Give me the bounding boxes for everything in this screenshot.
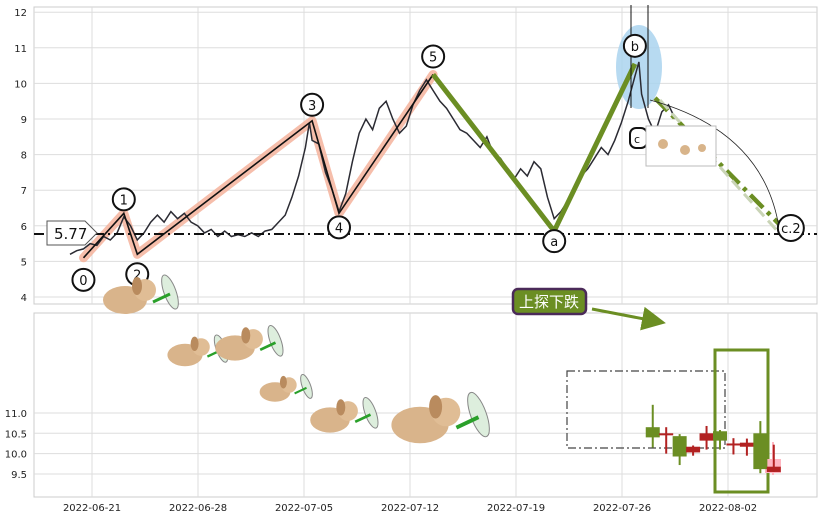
- propeller-stick: [152, 292, 171, 304]
- wave-3-label: 3: [308, 99, 316, 114]
- bottom-y-tick-label: 10.0: [5, 450, 27, 461]
- decorative-puppies: [103, 274, 490, 444]
- wave-1-label: 1: [120, 193, 128, 208]
- consolidation-box: [566, 370, 726, 449]
- top-y-tick-label: 10: [14, 79, 27, 90]
- projection-line: [653, 96, 787, 232]
- propeller-icon: [267, 324, 284, 357]
- candle-body: [766, 466, 781, 472]
- propeller-stick: [259, 341, 277, 352]
- bottom-y-tick-label: 10.5: [5, 429, 27, 440]
- propeller-icon: [362, 396, 379, 429]
- wave-4-label: 4: [335, 221, 343, 236]
- candle-body: [686, 446, 701, 453]
- propeller-stick: [354, 413, 372, 424]
- candle-body: [726, 443, 741, 446]
- wave-0-label: 0: [79, 274, 87, 289]
- wave-0-marker: [71, 267, 96, 292]
- wave-4-marker: [327, 215, 351, 240]
- wave-5-label: 5: [429, 51, 437, 66]
- candle-body: [672, 436, 687, 457]
- top-y-tick-label: 11: [14, 44, 27, 55]
- bottom-y-tick-label: 11.0: [5, 409, 27, 420]
- puppy-ear: [429, 395, 443, 419]
- inset-picture-box: [645, 125, 717, 167]
- candlesticks: [645, 404, 781, 474]
- puppy-ear: [132, 277, 142, 295]
- x-ticks: 2022-06-21 2022-06-28 2022-07-05 2022-07-12…: [63, 503, 757, 514]
- bottom-y-ticks: 9.5 10.0 10.5 11.0: [5, 409, 27, 481]
- propeller-icon: [161, 274, 179, 310]
- wave-3-marker: [300, 92, 325, 117]
- wave-1-marker: [111, 187, 136, 212]
- svg-text:c: c: [634, 133, 640, 146]
- propeller-stick: [455, 415, 480, 430]
- top-y-tick-label: 9: [21, 115, 27, 126]
- wave-b-marker: [622, 33, 647, 58]
- top-y-tick-label: 4: [21, 293, 27, 304]
- bottom-y-tick-label: 9.5: [11, 470, 27, 481]
- puppy-ear: [279, 375, 287, 389]
- impulse-wave-line: [82, 74, 434, 259]
- candle-body: [713, 431, 727, 441]
- top-y-tick-label: 8: [21, 151, 27, 162]
- x-tick-label: 2022-07-26: [593, 503, 651, 514]
- wave-c.2-marker: [776, 213, 805, 242]
- wave-5-marker: [421, 44, 446, 69]
- candle-body: [753, 433, 768, 470]
- wave-a-label: a: [550, 235, 558, 250]
- top-y-tick-label: 5: [21, 257, 27, 268]
- projection-line-faint: [658, 98, 782, 236]
- top-y-tick-label: 7: [21, 186, 27, 197]
- bottom-panel: [33, 312, 818, 498]
- puppy-ear: [241, 327, 251, 344]
- wave-b-label: b: [631, 40, 639, 55]
- candle-body: [659, 433, 674, 436]
- x-tick-label: 2022-07-19: [487, 503, 545, 514]
- support-value-label: 5.77: [54, 225, 87, 243]
- c-marker: c: [629, 127, 648, 149]
- x-tick-label: 2022-08-02: [699, 503, 757, 514]
- x-tick-label: 2022-07-05: [275, 503, 333, 514]
- x-tick-label: 2022-07-12: [381, 503, 439, 514]
- corrective-labels: a b c.2: [542, 33, 805, 254]
- x-tick-label: 2022-06-28: [169, 503, 227, 514]
- wave-2-label: 2: [133, 268, 141, 283]
- top-y-ticks: 4 5 6 7 8 9 10 11 12: [14, 8, 27, 304]
- propeller-icon: [467, 391, 490, 438]
- annotation-text: 上探下跌: [519, 293, 579, 311]
- top-grid: [34, 7, 817, 304]
- breakdown-box: [713, 348, 770, 494]
- candle-body: [739, 442, 754, 447]
- candle-body: [699, 433, 714, 441]
- x-tick-label: 2022-06-21: [63, 503, 121, 514]
- candle-body: [645, 427, 660, 438]
- top-y-tick-label: 12: [14, 8, 27, 19]
- puppy-ear: [336, 399, 346, 416]
- puppy-ear: [190, 336, 199, 351]
- top-y-tick-label: 6: [21, 222, 27, 233]
- projection-arc: [649, 99, 779, 223]
- wave-a-marker: [542, 229, 567, 254]
- wave-c.2-label: c.2: [781, 222, 801, 237]
- support-callout: 5.77: [46, 220, 98, 246]
- propeller-stick: [294, 386, 307, 395]
- wave-labels: 0 1 2 3 4 5: [71, 44, 446, 292]
- annotation-callout: 上探下跌: [511, 287, 666, 331]
- propeller-icon: [300, 373, 313, 399]
